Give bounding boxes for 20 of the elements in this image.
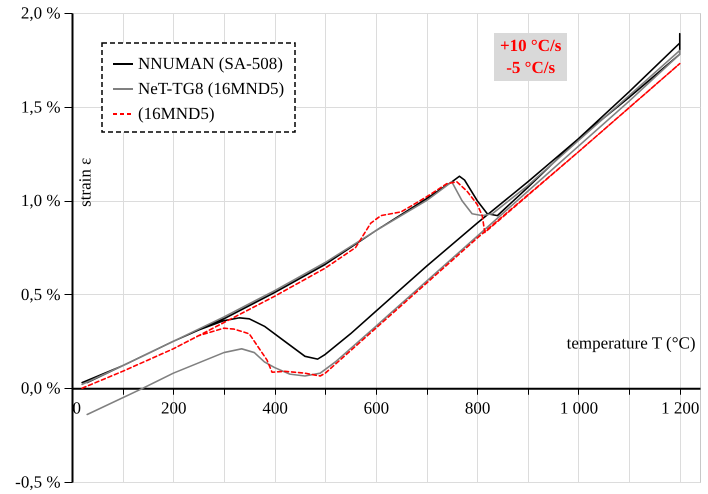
annotation: +10 °C/s <box>500 35 562 57</box>
y-tick-label: 1,5 % <box>20 97 60 116</box>
x-tick-label: 1 200 <box>661 398 700 418</box>
legend-label: (16MND5) <box>138 104 214 123</box>
y-tick-label: 0,0 % <box>20 378 60 398</box>
x-axis-title: temperature T (°C) <box>566 334 696 353</box>
y-tick-label: 1,0 % <box>20 191 60 210</box>
legend-label: NeT-TG8 (16MND5) <box>138 79 284 98</box>
x-tick-label: 200 <box>161 398 187 418</box>
y-tick-label: 2,0 % <box>20 4 60 22</box>
x-tick-label: 0 <box>72 398 81 418</box>
y-axis-title: strain ε <box>76 158 94 207</box>
annotation: -5 °C/s <box>505 57 556 79</box>
x-tick-label: 600 <box>364 398 390 418</box>
y-tick-label: 0,5 % <box>20 284 60 304</box>
x-tick-label: 800 <box>464 398 490 418</box>
x-tick-label: 1 000 <box>560 398 598 418</box>
x-tick-label: 400 <box>262 398 288 418</box>
legend-label: NNUMAN (SA-508) <box>138 54 283 73</box>
y-tick-label: -0,5 % <box>15 472 60 492</box>
